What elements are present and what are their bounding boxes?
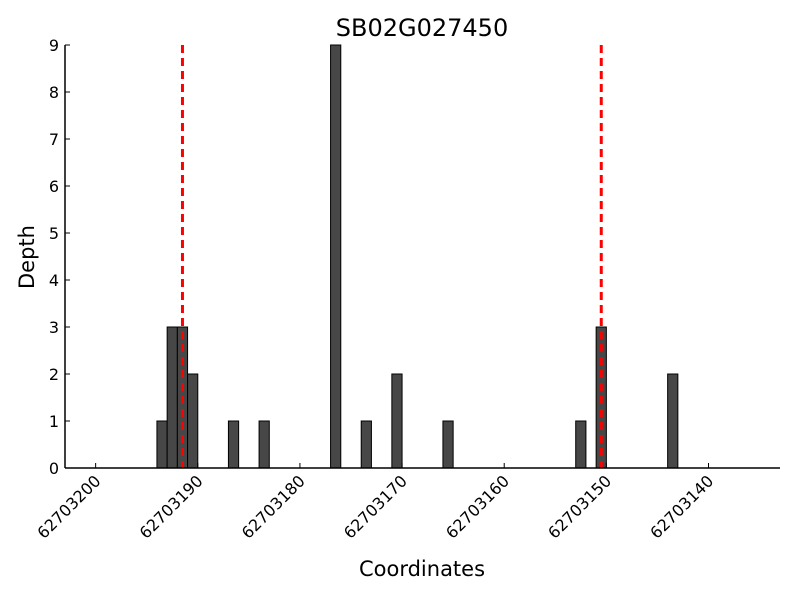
y-tick-label: 9	[49, 36, 59, 55]
x-tick-label: 62703200	[33, 471, 104, 542]
x-tick-label: 62703140	[646, 471, 717, 542]
bar	[187, 373, 199, 469]
bar	[330, 44, 342, 469]
y-tick-label: 6	[49, 177, 59, 196]
bar	[667, 373, 679, 469]
y-tick-label: 5	[49, 224, 59, 243]
x-tick-label: 62703180	[238, 471, 309, 542]
x-tick-label: 62703190	[136, 471, 207, 542]
bar	[227, 420, 240, 469]
y-tick-label: 2	[49, 365, 59, 384]
bar	[391, 373, 403, 469]
y-tick-label: 3	[49, 318, 59, 337]
y-tick-label: 1	[49, 412, 59, 431]
y-tick-label: 0	[49, 459, 59, 478]
x-tick-label: 62703170	[340, 471, 411, 542]
y-tick-label: 7	[49, 130, 59, 149]
bar	[258, 420, 270, 469]
bar	[156, 420, 168, 469]
bar	[360, 420, 372, 469]
x-axis-label: Coordinates	[359, 557, 485, 581]
bar	[166, 326, 178, 469]
bar	[575, 420, 587, 469]
bar	[442, 420, 454, 469]
y-tick-label: 8	[49, 83, 59, 102]
y-tick-label: 4	[49, 271, 59, 290]
y-axis-label: Depth	[15, 225, 39, 289]
x-tick-label: 62703160	[442, 471, 513, 542]
chart-title: SB02G027450	[336, 14, 508, 42]
x-tick-label: 62703150	[544, 471, 615, 542]
